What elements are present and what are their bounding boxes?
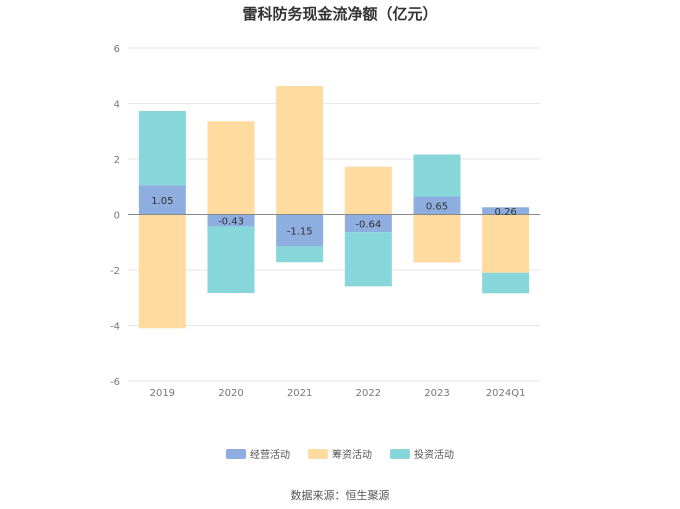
data-label: 0.26 xyxy=(495,207,517,218)
legend-item-investing[interactable]: 投资活动 xyxy=(390,446,454,461)
legend-label-investing: 投资活动 xyxy=(414,450,454,461)
y-tick-label: 4 xyxy=(114,100,120,111)
bar-2019-series-1 xyxy=(138,214,186,329)
bar-2020-series-1 xyxy=(207,121,255,215)
legend-label-operating: 经营活动 xyxy=(250,450,290,461)
bar-2023-series-2 xyxy=(413,154,461,197)
bar-2020-series-0 xyxy=(207,214,255,227)
y-tick-label: 6 xyxy=(114,44,120,55)
bar-2023-series-1 xyxy=(413,214,461,263)
bar-2019-series-0 xyxy=(138,185,186,215)
y-tick-label: -6 xyxy=(110,377,120,388)
y-tick-label: 2 xyxy=(114,155,120,166)
chart-legend: 经营活动 筹资活动 投资活动 xyxy=(0,446,680,461)
legend-swatch-operating xyxy=(226,448,246,459)
bar-2023-series-0 xyxy=(413,196,461,215)
legend-swatch-financing xyxy=(308,448,328,459)
data-label: -0.43 xyxy=(218,216,244,227)
x-tick-label: 2020 xyxy=(218,388,243,399)
legend-item-operating[interactable]: 经营活动 xyxy=(226,446,290,461)
bar-2021-series-2 xyxy=(276,246,324,263)
legend-label-financing: 筹资活动 xyxy=(332,450,372,461)
bar-2020-series-2 xyxy=(207,226,255,294)
data-label: -1.15 xyxy=(287,226,313,237)
x-tick-label: 2019 xyxy=(150,388,175,399)
data-label: 1.05 xyxy=(151,196,173,207)
data-label: 0.65 xyxy=(426,201,448,212)
x-tick-label: 2024Q1 xyxy=(486,388,526,399)
data-label: -0.64 xyxy=(355,219,381,230)
y-tick-label: 0 xyxy=(114,211,120,222)
legend-item-financing[interactable]: 筹资活动 xyxy=(308,446,372,461)
y-tick-label: -2 xyxy=(110,266,120,277)
stacked-bar-chart: 6 4 2 0 -2 -4 -6 2019 2020 2021 2022 2023 2024Q1 1.05… xyxy=(110,44,540,399)
bar-2022-series-0 xyxy=(344,214,392,233)
data-source-note: 数据来源：恒生聚源 xyxy=(290,489,390,502)
bar-2024Q1-series-2 xyxy=(482,272,530,294)
bar-2022-series-2 xyxy=(344,232,392,287)
bar-2019-series-2 xyxy=(138,110,186,186)
bar-2022-series-1 xyxy=(344,166,392,215)
x-tick-label: 2023 xyxy=(424,388,449,399)
x-tick-label: 2021 xyxy=(287,388,312,399)
bar-2021-series-1 xyxy=(276,86,324,215)
y-tick-label: -4 xyxy=(110,322,120,333)
bar-2024Q1-series-1 xyxy=(482,214,530,273)
x-tick-label: 2022 xyxy=(356,388,381,399)
bar-2021-series-0 xyxy=(276,214,324,247)
legend-swatch-investing xyxy=(390,448,410,459)
bar-2024Q1-series-0 xyxy=(482,207,530,215)
chart-title: 雷科防务现金流净额（亿元） xyxy=(242,5,438,23)
